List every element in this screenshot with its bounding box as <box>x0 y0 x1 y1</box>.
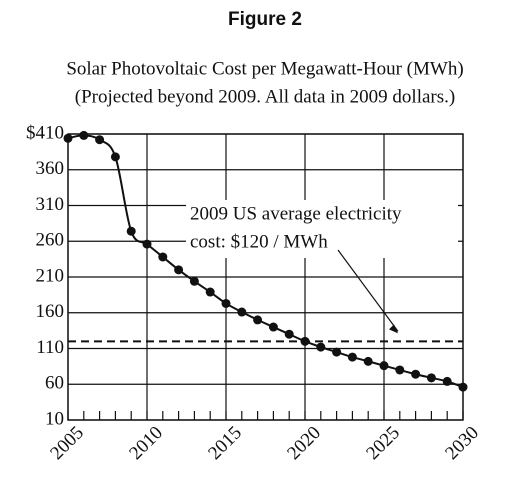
figure-label: Figure 2 <box>228 9 302 30</box>
data-point <box>253 315 263 325</box>
data-point <box>458 382 468 392</box>
x-tick-label: 2010 <box>125 422 167 464</box>
data-point <box>379 361 389 371</box>
y-tick-label: 260 <box>36 230 65 251</box>
x-tick-label: 2030 <box>441 422 483 464</box>
data-point <box>411 369 421 379</box>
plot-frame <box>67 133 464 421</box>
y-tick-label: 310 <box>36 194 65 215</box>
y-tick-label: 60 <box>45 373 64 394</box>
data-point <box>63 133 73 143</box>
arrow-head <box>389 324 398 334</box>
data-point <box>189 276 199 286</box>
data-point <box>347 352 357 362</box>
annotation-arrow <box>337 249 399 332</box>
data-point <box>332 347 342 357</box>
data-point <box>95 135 105 145</box>
data-point <box>158 252 168 262</box>
y-tick-label: 360 <box>36 158 65 179</box>
data-point <box>110 152 120 162</box>
data-point <box>395 365 405 375</box>
data-point <box>284 329 294 339</box>
data-point <box>205 287 215 297</box>
data-point <box>126 226 136 236</box>
x-tick-label: 2025 <box>362 422 404 464</box>
annotation: cost: $120 / MWh <box>190 231 328 252</box>
x-tick-label: 2015 <box>204 422 246 464</box>
y-tick-label: $410 <box>26 122 64 143</box>
data-point <box>237 307 247 317</box>
y-tick-label: 160 <box>36 301 65 322</box>
data-line <box>67 134 464 389</box>
x-tick-label: 2020 <box>283 422 325 464</box>
data-point <box>221 298 231 308</box>
data-point <box>79 130 89 140</box>
data-point <box>174 265 184 275</box>
data-point <box>316 342 326 352</box>
y-tick-label: 110 <box>36 337 64 358</box>
y-tick-label: 210 <box>36 265 65 286</box>
data-point <box>442 376 452 386</box>
annotation: 2009 US average electricity <box>190 203 402 224</box>
chart-subtitle: (Projected beyond 2009. All data in 2009… <box>75 86 455 107</box>
data-point <box>363 356 373 366</box>
data-point <box>426 373 436 383</box>
chart-title: Solar Photovoltaic Cost per Megawatt-Hou… <box>66 58 463 79</box>
data-point <box>300 336 310 346</box>
annotation-bg <box>186 200 458 258</box>
data-point <box>142 239 152 249</box>
data-point <box>268 322 278 332</box>
y-tick-label: 10 <box>45 408 64 429</box>
